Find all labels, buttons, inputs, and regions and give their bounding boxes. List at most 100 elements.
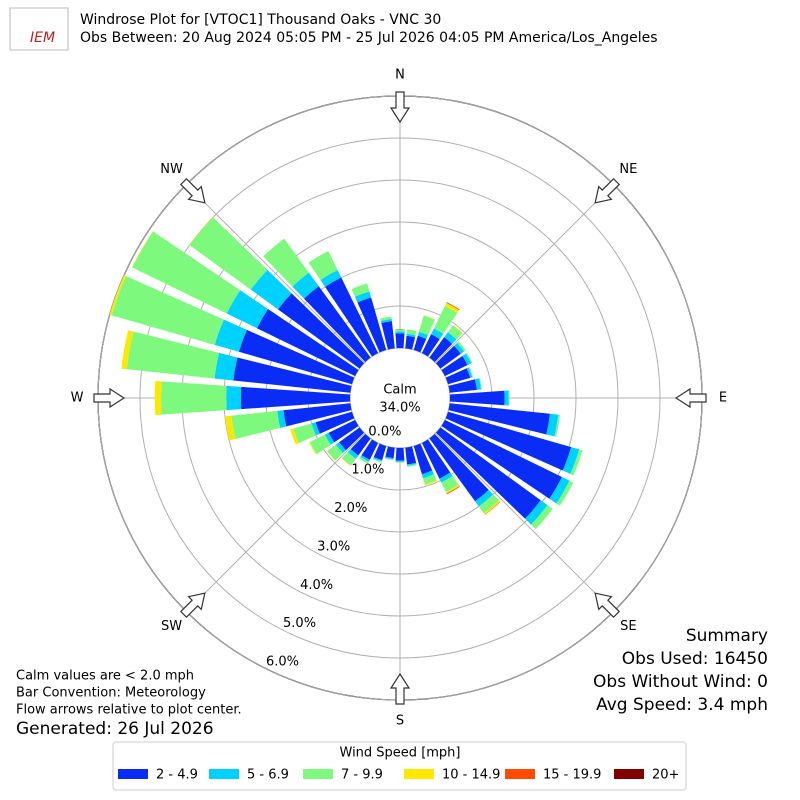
wind-bar-segment (341, 452, 356, 466)
wind-bar-segment (385, 446, 395, 459)
logo-box (9, 7, 69, 51)
wind-bar-segment (309, 434, 331, 455)
ring-label: 6.0% (266, 655, 299, 670)
legend: 2 - 4.9 5 - 6.9 7 - 9.9 10 - 14.9 15 - 19.9 2… (118, 768, 679, 783)
wind-bar-segment (335, 442, 346, 454)
legend-swatch (118, 769, 148, 779)
wind-bar-segment (508, 390, 510, 406)
wind-bar-segment (435, 427, 541, 519)
legend-swatch (614, 769, 644, 779)
wind-bar-segment (226, 385, 242, 411)
wind-bar-segment (121, 330, 134, 370)
legend-label: 10 - 14.9 (442, 768, 500, 783)
wind-bar-segment (395, 447, 405, 461)
wind-bar-segment (418, 315, 435, 336)
wind-bar-segment (445, 411, 572, 471)
wind-bar-segment (354, 291, 372, 303)
compass-label: NW (160, 162, 183, 177)
wind-bar-segment (441, 355, 468, 377)
plot: Calm 34.0% 0.0% 1.0% 2.0% 3.0% 4.0% 5.0% 6.0% N NE… (71, 68, 728, 729)
compass-label: E (719, 391, 727, 406)
wind-bar-segment (372, 458, 382, 463)
wind-bar-segment (320, 270, 342, 287)
compass-arrow (179, 177, 206, 204)
wind-bar-segment (325, 277, 379, 357)
compass-label: SE (620, 619, 636, 634)
wind-bar-segment (457, 341, 466, 352)
compass-label: N (395, 68, 405, 83)
summary: Obs Used: 16450 (622, 649, 768, 669)
wind-bar-segment (238, 329, 355, 385)
wind-bar-segment (328, 419, 359, 443)
calm-label: Calm (383, 383, 416, 398)
wind-bar-segment (385, 456, 394, 460)
legend-swatch (505, 769, 535, 779)
wind-bar-segment (283, 403, 352, 427)
wind-bar-segment (424, 480, 438, 486)
wind-bar-segment (341, 458, 351, 466)
generated: Generated: 26 Jul 2026 (16, 719, 214, 739)
legend-swatch (209, 769, 239, 779)
wind-bar-segment (570, 449, 583, 476)
wind-bar-segment (324, 432, 335, 445)
compass-label: NE (619, 162, 637, 177)
wind-bar-segment (449, 390, 505, 406)
wind-bar-segment (360, 455, 370, 462)
wind-bar-segment (435, 345, 461, 369)
wind-bar-segment (231, 410, 281, 440)
legend-box (112, 741, 687, 791)
compass-arrow (594, 592, 621, 619)
legend-title: Wind Speed [mph] (340, 746, 461, 761)
wind-bar-segment (347, 449, 359, 459)
wind-bar-segment (233, 357, 352, 393)
summary: Obs Without Wind: 0 (593, 672, 768, 692)
wind-bar-segment (452, 324, 463, 334)
summary: Summary (686, 626, 768, 646)
compass-arrow (674, 387, 707, 409)
wind-bar-segment (380, 316, 392, 321)
wind-bar-segment (350, 433, 371, 456)
compass-arrow (389, 91, 411, 124)
wind-bar-segment (556, 480, 574, 506)
logo-text: IEM (30, 30, 55, 46)
wind-bar-segment (256, 308, 359, 377)
wind-bar-segment (357, 297, 387, 353)
wind-bar-segment (189, 217, 268, 290)
wind-bar-segment (423, 474, 437, 485)
wind-bar-segment (462, 353, 472, 366)
wind-bar-segment (293, 423, 316, 444)
wind-bar-segment (308, 251, 338, 280)
wind-bar-segment (441, 419, 562, 499)
wind-bar-segment (311, 422, 320, 436)
wind-bar-segment (406, 329, 417, 336)
wind-bar-segment (423, 315, 436, 320)
chart-title: Windrose Plot for [VTOC1] Thousand Oaks … (80, 12, 441, 28)
wind-bar-segment (278, 293, 365, 369)
wind-bar-segment (131, 231, 154, 268)
wind-bar-segment (445, 484, 460, 494)
compass-arrow (389, 672, 411, 705)
wind-bar-segment (478, 494, 499, 514)
wind-bar-segment (395, 461, 405, 463)
wind-bar-segment (433, 305, 458, 334)
grid-ring (139, 137, 661, 659)
wind-bar-segment (111, 276, 224, 345)
wind-bar-segment (448, 379, 477, 393)
wind-bar-segment (406, 462, 417, 466)
note: Calm values are < 2.0 mph (16, 669, 194, 684)
ring-label: 1.0% (351, 463, 384, 478)
wind-bar-segment (384, 457, 394, 461)
wind-bar-segment (224, 415, 236, 441)
wind-bar-segment (361, 439, 379, 460)
wind-bar-segment (479, 378, 482, 390)
note: Flow arrows relative to plot center. (16, 703, 242, 718)
wind-bar-segment (421, 334, 440, 357)
compass-arrow (594, 177, 621, 204)
wind-bar-segment (413, 443, 433, 475)
wind-bar-segment (351, 283, 370, 297)
wind-bar-segment (525, 500, 548, 525)
wind-bar-segment (250, 269, 292, 310)
wind-bar-segment (109, 275, 127, 316)
wind-bar-segment (327, 444, 343, 461)
wind-bar-segment (484, 501, 501, 515)
